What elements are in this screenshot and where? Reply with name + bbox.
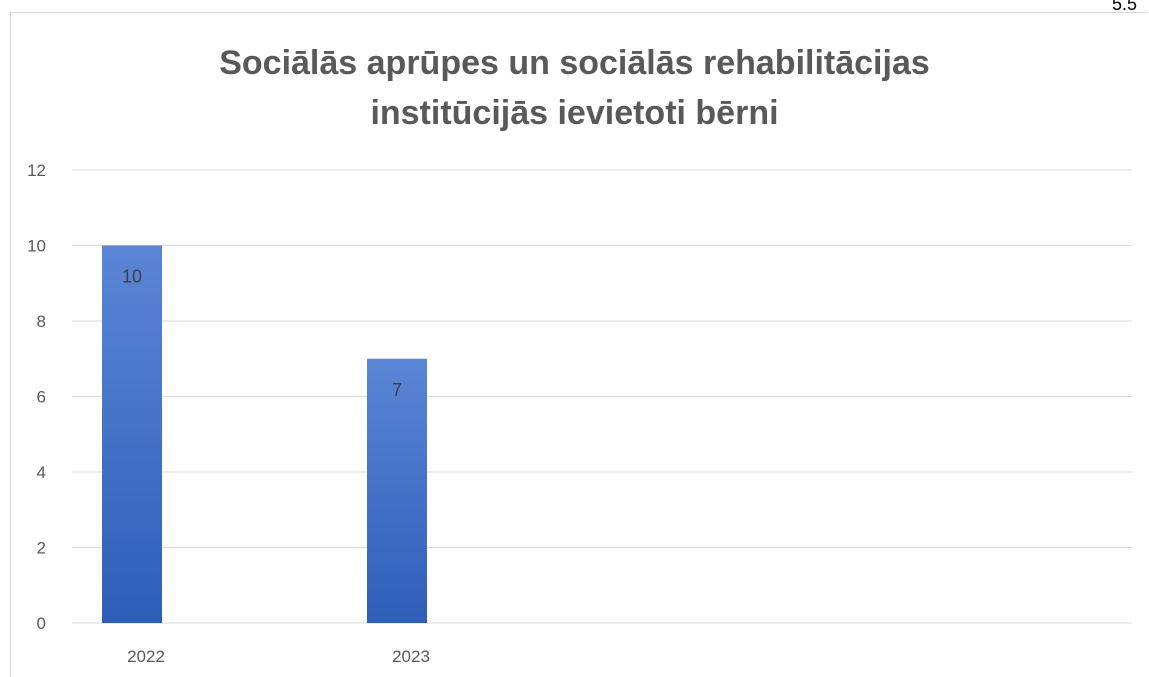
data-label-2022: 10 xyxy=(122,267,142,287)
y-tick-label: 8 xyxy=(37,312,46,331)
chart-title-line-2: institūcijās ievietoti bērni xyxy=(370,94,779,132)
y-tick-label: 10 xyxy=(27,237,46,256)
chart-title: Sociālās aprūpes un sociālās rehabilitāc… xyxy=(0,38,1149,138)
x-tick-label: 2023 xyxy=(392,647,430,666)
bar-2022 xyxy=(102,245,162,623)
y-tick-label: 4 xyxy=(37,463,46,482)
y-tick-label: 6 xyxy=(37,388,46,407)
y-tick-label: 2 xyxy=(37,539,46,558)
y-tick-label: 12 xyxy=(27,161,46,180)
gridlines xyxy=(72,169,1132,624)
y-tick-label: 0 xyxy=(37,614,46,633)
x-axis-ticks: 2022 2023 xyxy=(127,647,430,666)
data-label-2023: 7 xyxy=(392,380,402,400)
x-tick-label: 2022 xyxy=(127,647,165,666)
bars xyxy=(102,245,427,623)
data-labels: 10 7 xyxy=(122,267,402,400)
bar-2023 xyxy=(367,358,427,623)
chart-title-line-1: Sociālās aprūpes un sociālās rehabilitāc… xyxy=(219,44,930,82)
page-number-fragment: 5.5 xyxy=(1112,0,1138,14)
chart-frame xyxy=(10,12,1148,677)
y-axis-ticks: 0 2 4 6 8 10 12 xyxy=(27,161,46,633)
